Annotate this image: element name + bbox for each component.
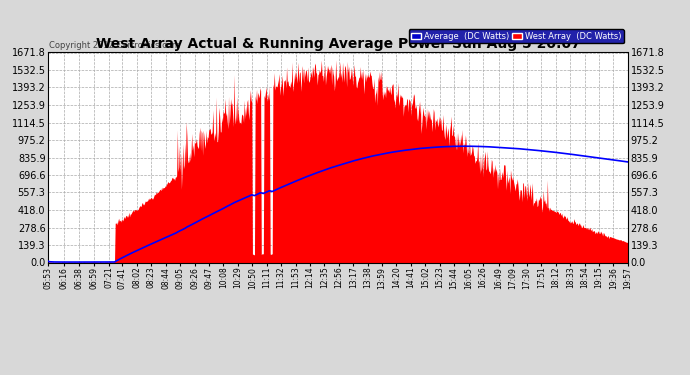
Title: West Array Actual & Running Average Power Sun Aug 5 20:07: West Array Actual & Running Average Powe… xyxy=(96,38,580,51)
Text: Copyright 2012 Cartronics.com: Copyright 2012 Cartronics.com xyxy=(49,41,180,50)
Legend: Average  (DC Watts), West Array  (DC Watts): Average (DC Watts), West Array (DC Watts… xyxy=(408,29,624,44)
